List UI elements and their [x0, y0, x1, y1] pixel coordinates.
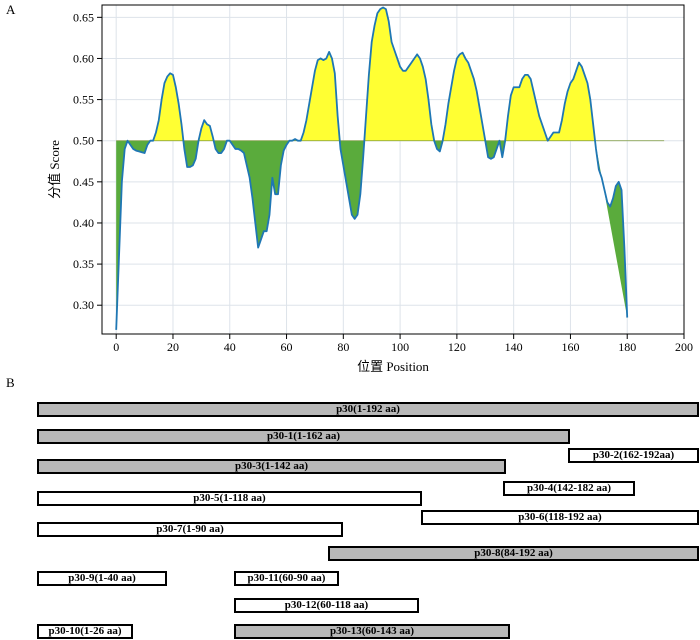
- fragment-bar: p30-13(60-143 aa): [234, 624, 510, 639]
- area-below-threshold: [485, 140, 500, 159]
- area-above-threshold: [505, 62, 596, 141]
- y-tick-label: 0.35: [73, 257, 94, 271]
- fragment-bar: p30-7(1-90 aa): [37, 522, 343, 537]
- fragment-bar: p30-5(1-118 aa): [37, 491, 422, 506]
- x-tick-label: 20: [167, 340, 179, 354]
- fragment-bar: p30-11(60-90 aa): [234, 571, 339, 586]
- fragment-bar: p30(1-192 aa): [37, 402, 699, 417]
- x-tick-label: 140: [505, 340, 523, 354]
- y-tick-label: 0.65: [73, 10, 94, 24]
- fragment-bar: p30-2(162-192aa): [568, 448, 699, 463]
- fragment-bar: p30-4(142-182 aa): [503, 481, 635, 496]
- fragment-bar: p30-10(1-26 aa): [37, 624, 133, 639]
- fragment-bar: p30-12(60-118 aa): [234, 598, 419, 613]
- panel-a-label: A: [6, 2, 16, 17]
- y-tick-label: 0.45: [73, 175, 94, 189]
- x-tick-label: 180: [618, 340, 636, 354]
- area-below-threshold: [116, 140, 128, 330]
- x-tick-label: 0: [113, 340, 119, 354]
- y-tick-label: 0.40: [73, 216, 94, 230]
- area-below-threshold: [229, 140, 290, 248]
- x-tick-label: 80: [337, 340, 349, 354]
- area-below-threshold: [595, 140, 628, 318]
- x-tick-label: 200: [675, 340, 693, 354]
- fragment-bar: p30-8(84-192 aa): [328, 546, 699, 561]
- area-above-threshold: [198, 120, 214, 141]
- x-tick-label: 60: [281, 340, 293, 354]
- area-above-threshold: [289, 51, 340, 141]
- x-tick-label: 100: [391, 340, 409, 354]
- x-axis-label: 位置 Position: [357, 359, 429, 374]
- x-tick-label: 120: [448, 340, 466, 354]
- fragment-bar: p30-9(1-40 aa): [37, 571, 167, 586]
- panel-b-label: B: [6, 375, 15, 390]
- x-tick-label: 160: [561, 340, 579, 354]
- y-tick-label: 0.30: [73, 298, 94, 312]
- y-tick-label: 0.60: [73, 51, 94, 65]
- fragment-bar: p30-1(1-162 aa): [37, 429, 570, 444]
- area-above-threshold: [364, 7, 435, 141]
- x-tick-label: 40: [224, 340, 236, 354]
- area-below-threshold: [339, 140, 365, 219]
- area-below-threshold: [434, 140, 443, 152]
- y-tick-label: 0.55: [73, 93, 94, 107]
- score-chart: 0 20 40 60 80 100 120 140 160 180 200 0.30 0.35 0.40 0…: [47, 4, 693, 374]
- score-line: [115, 6, 629, 330]
- area-above-threshold: [442, 52, 486, 141]
- y-tick-label: 0.50: [73, 134, 94, 148]
- plot-frame: [101, 4, 685, 335]
- area-below-threshold: [127, 140, 151, 154]
- y-axis-label: 分值 Score: [47, 140, 62, 199]
- fragment-bar: p30-3(1-142 aa): [37, 459, 506, 474]
- fragment-bar: p30-6(118-192 aa): [421, 510, 699, 525]
